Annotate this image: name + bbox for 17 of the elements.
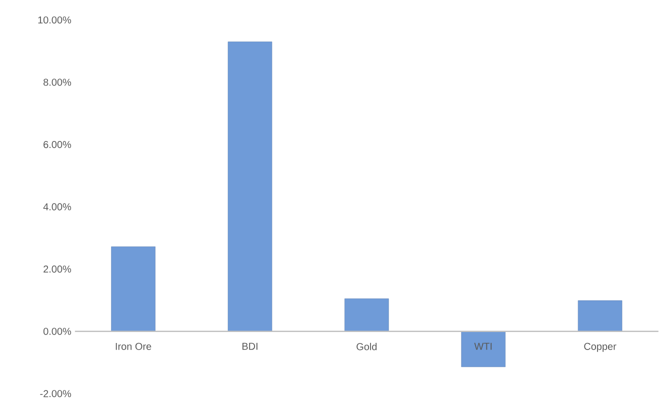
- bar: [578, 300, 622, 332]
- y-tick-label: 8.00%: [44, 78, 72, 86]
- y-tick-label: 0.00%: [43, 328, 72, 336]
- x-tick-label: WTI: [474, 343, 492, 350]
- y-tick-label: -2.00%: [40, 390, 72, 398]
- y-tick-label: 2.00%: [44, 266, 72, 273]
- y-tick-label: 6.00%: [44, 141, 72, 148]
- x-tick-label: BDI: [242, 343, 258, 350]
- x-tick-label: Gold: [356, 343, 377, 350]
- x-tick-label: Iron Ore: [116, 343, 152, 350]
- y-tick-label: 10.00%: [38, 16, 72, 24]
- y-tick-label: 4.00%: [43, 204, 72, 211]
- bar: [111, 246, 156, 332]
- x-tick-label: Copper: [584, 343, 616, 352]
- bar: [344, 298, 389, 332]
- bar: [228, 42, 272, 332]
- bar: [461, 331, 506, 368]
